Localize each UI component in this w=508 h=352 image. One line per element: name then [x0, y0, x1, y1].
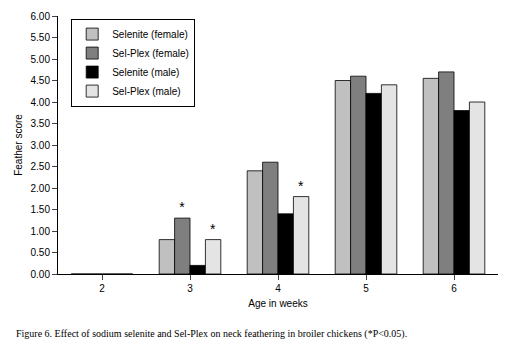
svg-text:Selenite (female): Selenite (female) [112, 29, 188, 40]
svg-text:2: 2 [99, 283, 105, 294]
svg-text:5: 5 [363, 283, 369, 294]
svg-text:3.00: 3.00 [31, 140, 51, 151]
svg-text:4: 4 [275, 283, 281, 294]
svg-text:*: * [179, 199, 185, 215]
svg-text:Selenite (male): Selenite (male) [112, 67, 179, 78]
svg-text:3.50: 3.50 [31, 118, 51, 129]
svg-text:0.00: 0.00 [31, 269, 51, 280]
svg-text:*: * [210, 221, 216, 237]
svg-text:5.00: 5.00 [31, 54, 51, 65]
svg-text:Age in weeks: Age in weeks [248, 298, 307, 309]
svg-text:Feather score: Feather score [13, 114, 24, 176]
svg-text:6.00: 6.00 [31, 11, 51, 22]
svg-text:*: * [298, 178, 304, 194]
svg-text:1.50: 1.50 [31, 204, 51, 215]
svg-text:Sel-Plex (male): Sel-Plex (male) [112, 86, 180, 97]
svg-text:1.00: 1.00 [31, 226, 51, 237]
svg-text:4.00: 4.00 [31, 97, 51, 108]
svg-text:Sel-Plex (female): Sel-Plex (female) [112, 48, 189, 59]
svg-text:2.00: 2.00 [31, 183, 51, 194]
svg-text:4.50: 4.50 [31, 75, 51, 86]
svg-text:5.50: 5.50 [31, 32, 51, 43]
svg-text:2.50: 2.50 [31, 161, 51, 172]
svg-text:Figure 6. Effect of sodium sel: Figure 6. Effect of sodium selenite and … [16, 328, 407, 340]
svg-text:3: 3 [187, 283, 193, 294]
svg-text:0.50: 0.50 [31, 247, 51, 258]
svg-text:6: 6 [451, 283, 457, 294]
